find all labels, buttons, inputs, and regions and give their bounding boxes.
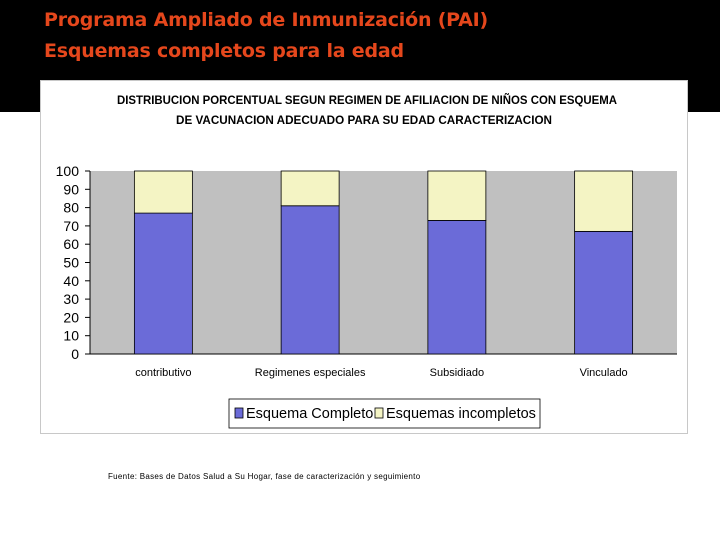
y-tick-label: 90: [63, 181, 79, 197]
y-tick-label: 100: [56, 163, 80, 179]
bar-segment-complete: [133, 212, 193, 355]
chart-frame: DISTRIBUCION PORCENTUAL SEGUN REGIMEN DE…: [40, 80, 688, 434]
legend-swatch-complete: [234, 407, 244, 419]
bars-group: [133, 170, 634, 355]
y-tick-label: 60: [63, 236, 79, 252]
bar-segment-complete: [427, 220, 487, 355]
legend-swatch-incomplete: [374, 407, 384, 419]
slide-title: Programa Ampliado de Inmunización (PAI): [44, 9, 489, 31]
y-tick-label: 80: [63, 200, 79, 216]
y-tick-label: 20: [63, 309, 79, 325]
y-axis-ticks: 0 10 20 30 40 50 60 70 80 90 100: [56, 163, 90, 362]
y-tick-label: 50: [63, 255, 79, 271]
slide-subtitle: Esquemas completos para la edad: [44, 40, 404, 62]
y-tick-label: 70: [63, 218, 79, 234]
legend-label-complete: Esquema Completo: [246, 406, 373, 422]
bar-segment-incomplete: [574, 170, 634, 232]
y-tick-label: 10: [63, 328, 79, 344]
legend-label-incomplete: Esquemas incompletos: [386, 406, 536, 422]
chart-title-line-2: DE VACUNACION ADECUADO PARA SU EDAD CARA…: [176, 115, 552, 127]
y-tick-label: 0: [71, 346, 79, 362]
bar-segment-incomplete: [427, 170, 487, 221]
stacked-bar-chart: DISTRIBUCION PORCENTUAL SEGUN REGIMEN DE…: [56, 94, 677, 429]
bar-segment-complete: [280, 205, 340, 355]
y-tick-label: 40: [63, 273, 79, 289]
bar-segment-incomplete: [133, 170, 193, 214]
chart-title-line-1: DISTRIBUCION PORCENTUAL SEGUN REGIMEN DE…: [117, 94, 617, 107]
bar-segment-incomplete: [280, 170, 340, 207]
x-tick-label: contributivo: [135, 367, 191, 379]
y-tick-label: 30: [63, 291, 79, 307]
x-axis-labels: contributivo Regimenes especiales Subsidia…: [135, 367, 627, 379]
x-tick-label: Vinculado: [580, 367, 628, 379]
x-tick-label: Subsidiado: [430, 367, 484, 379]
x-tick-label: Regimenes especiales: [255, 367, 366, 379]
bar-segment-complete: [574, 230, 634, 355]
source-note: Fuente: Bases de Datos Salud a Su Hogar,…: [108, 472, 421, 481]
legend-box: [228, 398, 541, 429]
